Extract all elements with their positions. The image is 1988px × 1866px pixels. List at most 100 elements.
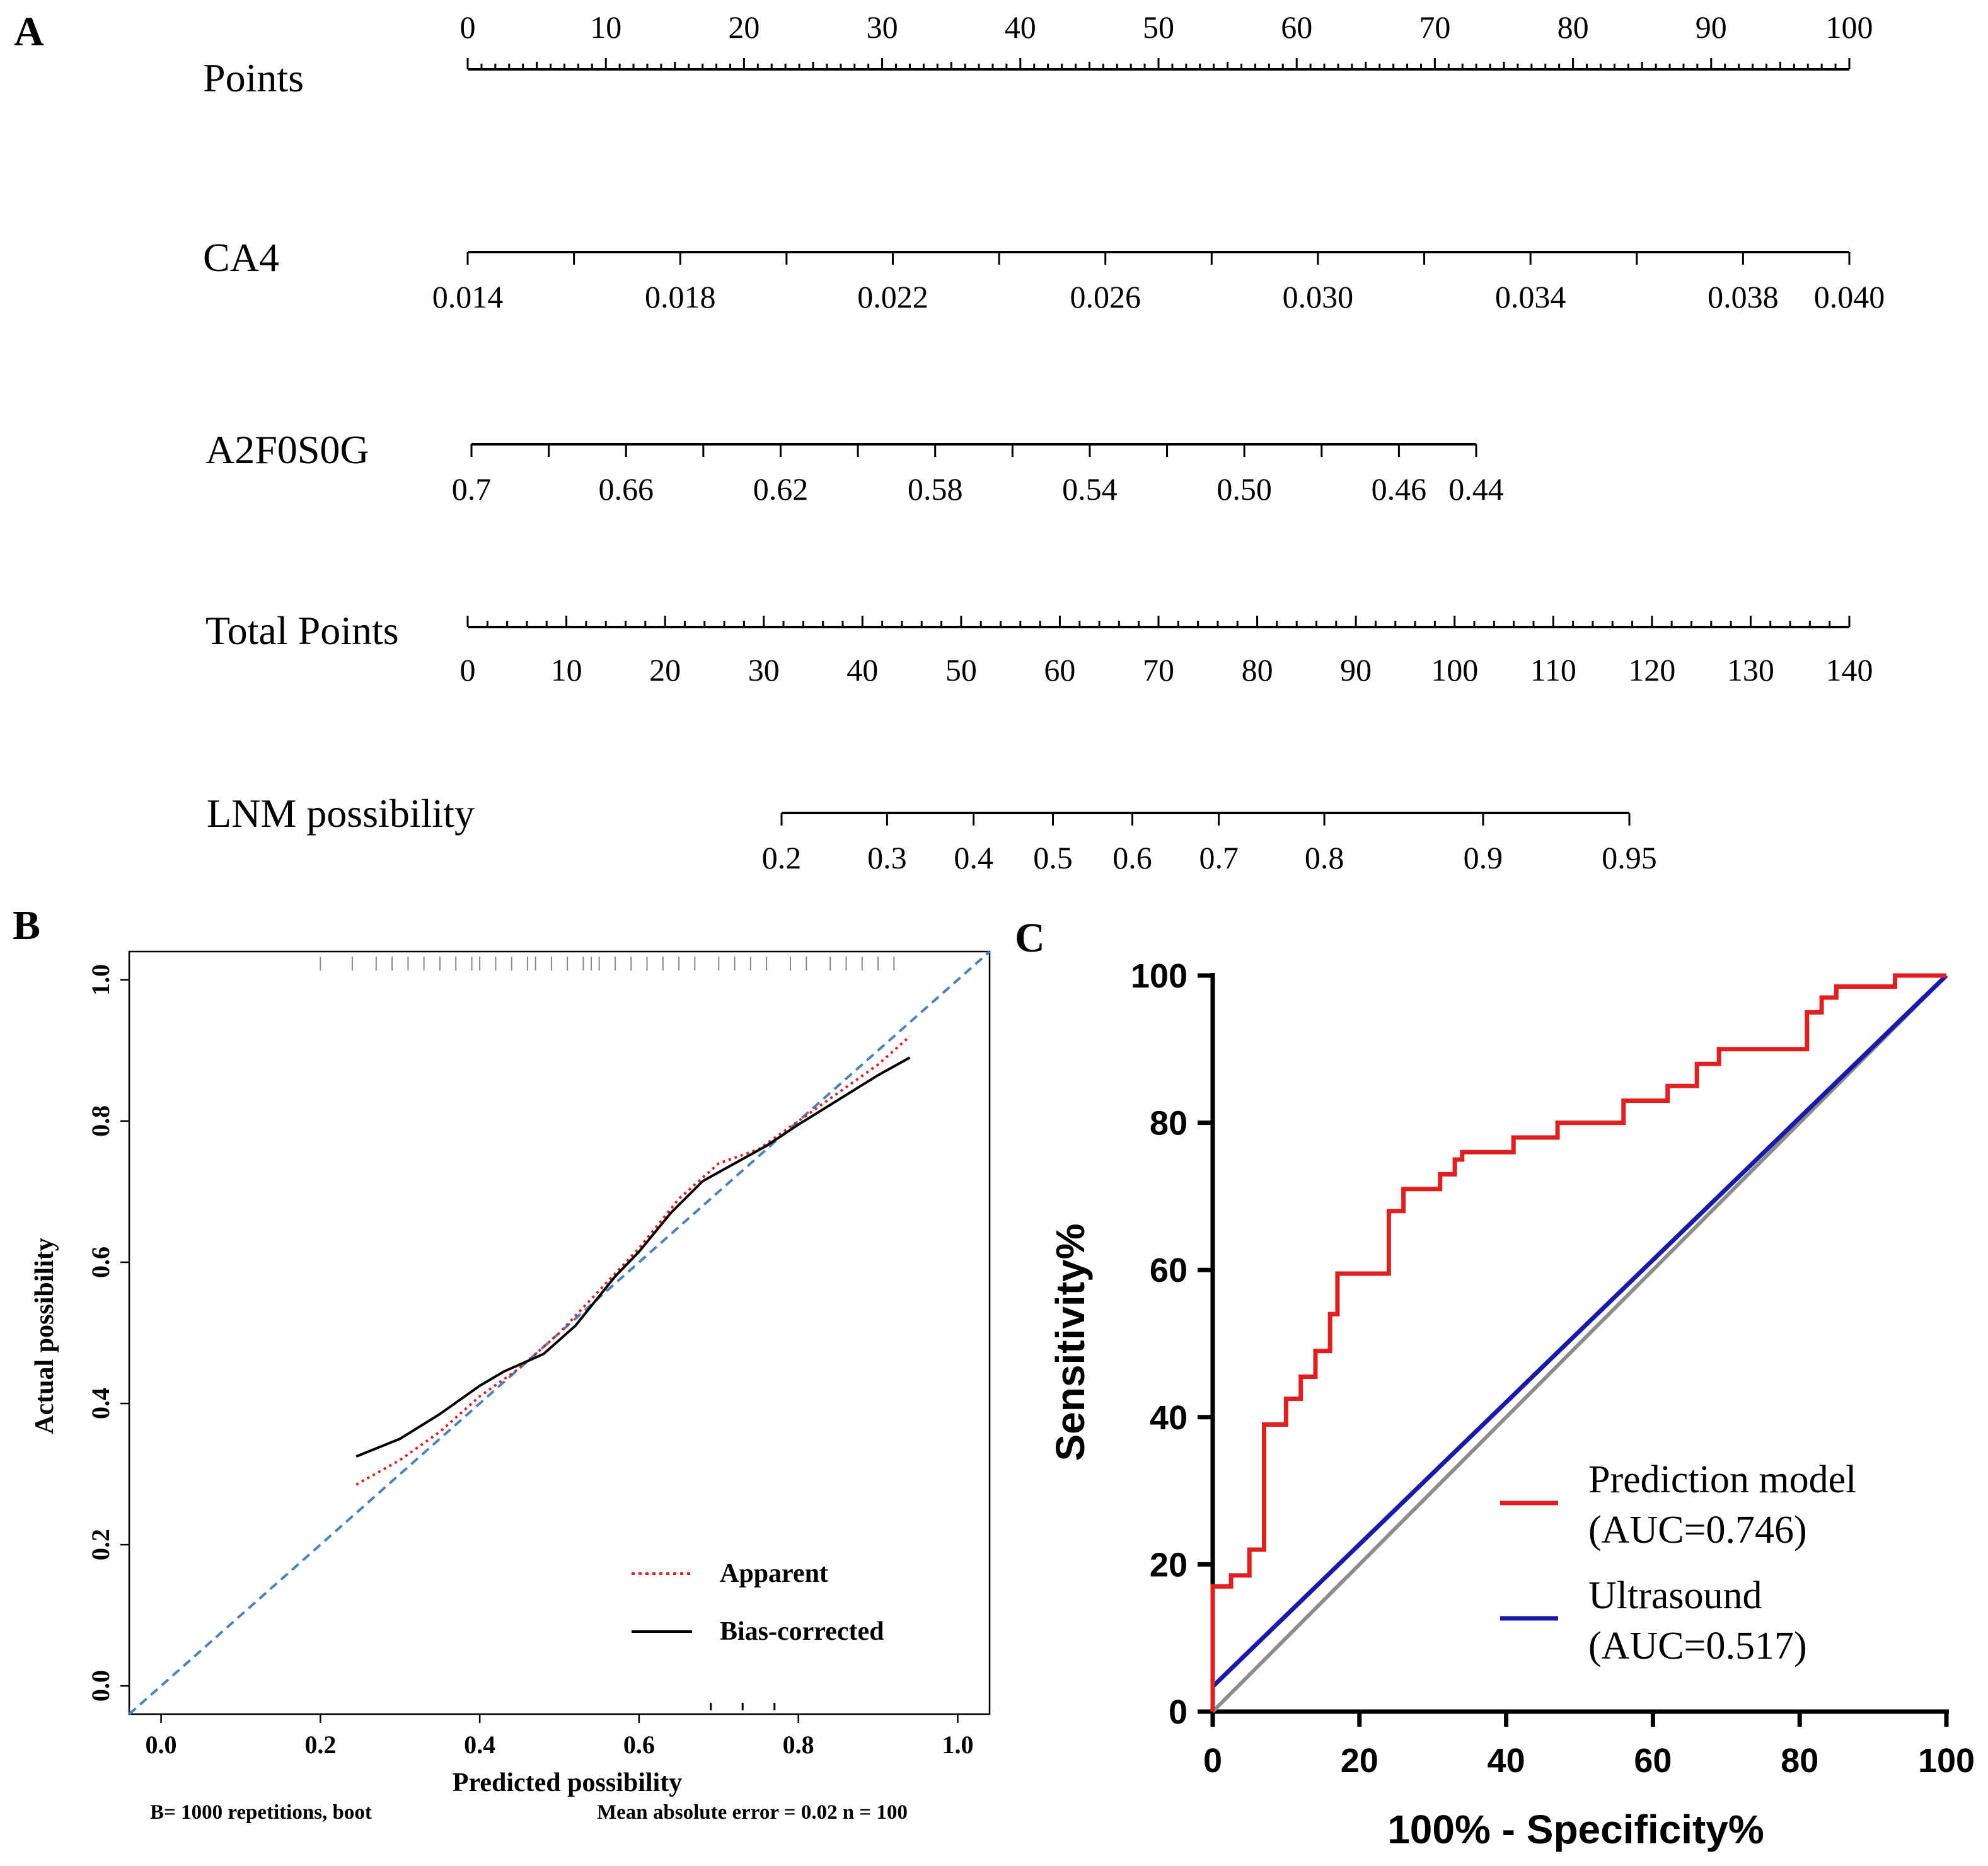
total-points-tick-label: 10 xyxy=(551,652,582,688)
calibration-y-tick-label: 0.2 xyxy=(86,1529,115,1560)
lnm-possibility-tick-label: 0.95 xyxy=(1602,840,1657,875)
calibration-series xyxy=(128,950,991,1715)
points-tick-label: 20 xyxy=(728,9,760,45)
lnm-possibility-tick-label: 0.9 xyxy=(1464,840,1503,875)
calibration-y-tick-label: 1.0 xyxy=(86,964,115,996)
roc-y-tick-label: 20 xyxy=(1150,1546,1188,1584)
lnm-possibility-tick-label: 0.5 xyxy=(1033,840,1073,875)
lnm-possibility-tick-label: 0.6 xyxy=(1112,840,1152,875)
points-tick-label: 70 xyxy=(1419,9,1450,45)
calibration-series-apparent xyxy=(355,1035,911,1486)
calibration-y-tick-label: 0.6 xyxy=(86,1247,115,1278)
total-points-tick-label: 100 xyxy=(1431,652,1478,688)
legend-auc-ultrasound: (AUC=0.517) xyxy=(1588,1625,1807,1667)
ca4-tick-label: 0.022 xyxy=(857,279,928,314)
total-points-tick-label: 20 xyxy=(649,652,681,688)
total-points-tick-label: 140 xyxy=(1826,652,1873,688)
total-points-tick-label: 40 xyxy=(847,652,878,688)
calibration-plot-frame xyxy=(128,950,991,1715)
calibration-x-tick-label: 0.8 xyxy=(783,1731,814,1759)
ca4-tick-label: 0.026 xyxy=(1070,279,1141,314)
calibration-y-tick-label: 0.4 xyxy=(86,1388,115,1419)
a2f0s0g-tick-label: 0.50 xyxy=(1216,471,1272,507)
calibration-rug xyxy=(320,957,895,1710)
legend-label-bias-corrected: Bias-corrected xyxy=(720,1617,884,1646)
legend-label-apparent: Apparent xyxy=(720,1559,828,1588)
calibration-ticks: 0.0 0.2 0.4 0.6 0.8 1.0 0.0 0.2 0.4 0.6 0.8 1.0 xyxy=(86,964,973,1759)
points-tick-label: 30 xyxy=(867,9,898,45)
nomogram-row-label-a2f0s0g: A2F0S0G xyxy=(205,427,369,472)
lnm-possibility-tick-label: 0.8 xyxy=(1305,840,1344,875)
roc-series-reference xyxy=(1211,974,1948,1713)
points-tick-label: 0 xyxy=(460,9,476,45)
ca4-tick-label: 0.018 xyxy=(645,279,716,314)
a2f0s0g-tick-label: 0.58 xyxy=(908,471,963,507)
points-tick-label: 50 xyxy=(1143,9,1174,45)
calibration-y-axis-title: Actual possibility xyxy=(30,1238,59,1434)
roc-axes: 0 20 40 60 80 100 0 20 40 60 80 100 xyxy=(1131,957,1975,1780)
panel-label-a: A xyxy=(14,9,44,55)
legend-auc-prediction-model: (AUC=0.746) xyxy=(1588,1509,1807,1552)
a2f0s0g-tick-label: 0.44 xyxy=(1448,471,1504,507)
calibration-x-tick-label: 0.6 xyxy=(623,1731,655,1759)
panel-label-b: B xyxy=(13,902,40,948)
points-tick-label: 40 xyxy=(1005,9,1036,45)
ca4-tick-label: 0.030 xyxy=(1283,279,1354,314)
total-points-tick-label: 60 xyxy=(1044,652,1075,688)
roc-series-ultrasound xyxy=(1211,974,1948,1688)
calibration-y-tick-label: 0.0 xyxy=(86,1670,115,1702)
lnm-possibility-tick-label: 0.2 xyxy=(762,840,802,875)
calibration-footer-right: Mean absolute error = 0.02 n = 100 xyxy=(597,1801,908,1824)
total-points-tick-label: 30 xyxy=(748,652,780,688)
total-points-tick-label: 90 xyxy=(1340,652,1372,688)
legend-label-ultrasound: Ultrasound xyxy=(1588,1574,1762,1617)
calibration-x-tick-label: 1.0 xyxy=(942,1731,973,1759)
ca4-tick-label: 0.014 xyxy=(432,279,504,314)
roc-series xyxy=(1210,973,1948,1713)
nomogram-axes: 0 10 20 30 40 50 60 70 80 90 1000.014 0.018 0.022 0.0… xyxy=(432,9,1885,875)
a2f0s0g-tick-label: 0.66 xyxy=(598,471,654,507)
roc-y-tick-label: 40 xyxy=(1150,1399,1188,1437)
legend-label-prediction-model: Prediction model xyxy=(1588,1458,1856,1501)
roc-y-axis-title: Sensitivity% xyxy=(1048,1223,1093,1461)
nomogram-row-label-total-points: Total Points xyxy=(205,608,399,653)
total-points-tick-label: 120 xyxy=(1628,652,1675,688)
total-points-tick-label: 0 xyxy=(460,652,476,688)
lnm-possibility-tick-label: 0.3 xyxy=(867,840,907,875)
roc-x-tick-label: 0 xyxy=(1203,1742,1222,1780)
ca4-tick-label: 0.034 xyxy=(1495,279,1566,314)
roc-series-prediction-model xyxy=(1210,973,1946,1712)
points-tick-label: 60 xyxy=(1281,9,1312,45)
a2f0s0g-tick-label: 0.7 xyxy=(452,471,492,507)
points-tick-label: 100 xyxy=(1826,9,1873,45)
calibration-series-bias-corrected xyxy=(355,1056,911,1458)
roc-y-tick-label: 0 xyxy=(1169,1693,1188,1731)
points-tick-label: 90 xyxy=(1696,9,1727,45)
points-tick-label: 10 xyxy=(590,9,621,45)
calibration-x-tick-label: 0.0 xyxy=(146,1731,177,1759)
calibration-series-ideal xyxy=(128,950,991,1715)
nomogram-row-label-lnm-possibility: LNM possibility xyxy=(207,791,475,836)
roc-x-tick-label: 20 xyxy=(1341,1742,1378,1780)
lnm-possibility-tick-label: 0.4 xyxy=(954,840,993,875)
calibration-plot: 0.0 0.2 0.4 0.6 0.8 1.0 0.0 0.2 0.4 0.6 0.8 1.0 Pre… xyxy=(30,950,991,1824)
calibration-x-axis-title: Predicted possibility xyxy=(453,1768,682,1797)
nomogram-row-label-points: Points xyxy=(203,55,304,100)
total-points-tick-label: 70 xyxy=(1143,652,1174,688)
calibration-x-tick-label: 0.2 xyxy=(304,1731,336,1759)
roc-x-tick-label: 40 xyxy=(1488,1742,1525,1780)
calibration-y-tick-label: 0.8 xyxy=(86,1105,115,1137)
total-points-tick-label: 50 xyxy=(945,652,977,688)
panel-label-c: C xyxy=(1015,915,1045,961)
total-points-tick-label: 110 xyxy=(1530,652,1576,688)
roc-plot: 0 20 40 60 80 100 0 20 40 60 80 100 100% - Specific… xyxy=(1048,957,1975,1852)
calibration-x-tick-label: 0.4 xyxy=(464,1731,495,1759)
a2f0s0g-tick-label: 0.54 xyxy=(1062,471,1118,507)
a2f0s0g-tick-label: 0.46 xyxy=(1372,471,1427,507)
ca4-tick-label: 0.040 xyxy=(1814,279,1885,314)
total-points-tick-label: 80 xyxy=(1242,652,1273,688)
roc-x-tick-label: 80 xyxy=(1781,1742,1818,1780)
points-tick-label: 80 xyxy=(1557,9,1589,45)
roc-y-tick-label: 100 xyxy=(1131,957,1188,995)
